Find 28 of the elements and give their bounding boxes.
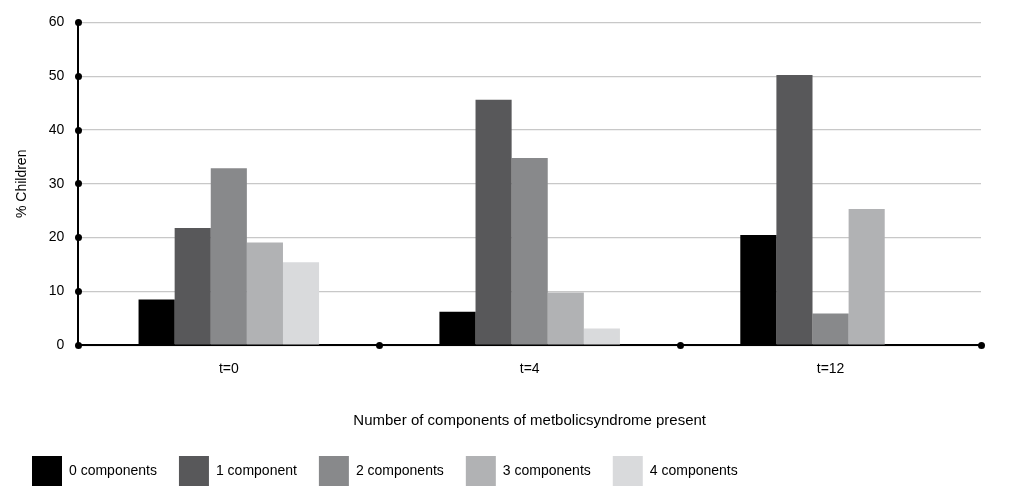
- bar: [848, 209, 885, 345]
- y-tick-label: 60: [48, 13, 65, 30]
- x-tick-label: t=4: [519, 360, 540, 377]
- y-tick-label: 20: [48, 228, 65, 245]
- bar: [583, 328, 620, 345]
- legend-label: 0 components: [69, 461, 157, 478]
- x-tick-label: t=0: [218, 360, 239, 377]
- bar: [246, 242, 283, 345]
- y-tick-label: 30: [48, 174, 65, 191]
- bar: [547, 292, 584, 345]
- y-tick-label: 50: [48, 67, 65, 84]
- bar: [174, 227, 211, 345]
- legend-label: 4 components: [649, 461, 738, 478]
- legend-label: 2 components: [355, 461, 444, 478]
- y-tick-label: 0: [56, 336, 65, 353]
- bar: [475, 99, 512, 345]
- bar: [210, 168, 247, 345]
- bar: [282, 262, 320, 345]
- x-tick-label: t=12: [816, 360, 845, 377]
- legend-label: 1 component: [215, 461, 297, 478]
- x-axis-title: Number of components of metbolicsyndrome present: [353, 411, 707, 429]
- y-tick-label: 40: [48, 120, 65, 137]
- legend-label: 3 components: [502, 461, 591, 478]
- y-tick-label: 10: [48, 282, 65, 299]
- y-axis-title: % Children: [13, 149, 30, 219]
- bar: [511, 157, 548, 345]
- bar: [812, 313, 849, 345]
- bar: [776, 75, 813, 345]
